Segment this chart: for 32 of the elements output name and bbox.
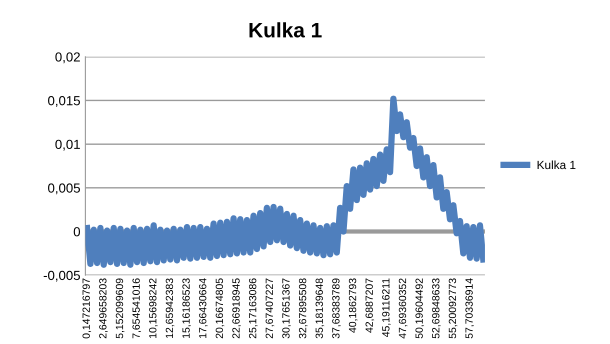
chart-title: Kulka 1 (250, 22, 322, 38)
x-tick-label: 50,19604492 (415, 278, 424, 338)
legend-label: Kulka 1 (538, 160, 576, 170)
x-tick-label: 37,68383789 (332, 278, 341, 338)
x-tick-label: 25,17163086 (248, 278, 258, 338)
x-tick-label: 47,69360352 (398, 278, 408, 339)
x-tick-label: 45,19116211 (382, 278, 391, 338)
x-tick-label: 5,152099609 (116, 278, 124, 338)
x-tick-label: 12,65942383 (166, 278, 174, 338)
x-tick-label: 52,69848633 (432, 278, 441, 338)
y-tick-label: 0,005 (48, 183, 80, 194)
x-tick-label: 57,70336914 (465, 278, 474, 338)
x-tick-label: 27,67407227 (266, 278, 274, 338)
x-tick-label: 22,66918945 (232, 278, 241, 338)
x-tick-label: 20,16674805 (216, 278, 224, 338)
y-tick-label: 0,015 (48, 96, 80, 107)
x-tick-label: 30,17651367 (282, 278, 291, 338)
x-tick-label: 15,16186523 (182, 278, 191, 338)
x-tick-label: 0,147216797 (82, 278, 92, 338)
x-tick-label: 40,1862793 (348, 278, 358, 333)
x-tick-label: 2,649658203 (99, 278, 108, 338)
y-tick-label: -0,005 (44, 270, 80, 282)
y-tick-label: 0,02 (55, 52, 80, 64)
x-tick-label: 10,15698242 (149, 278, 158, 338)
x-tick-label: 42,6887207 (366, 278, 374, 333)
x-tick-label: 55,20092773 (448, 278, 458, 338)
y-tick-label: 0 (74, 227, 80, 236)
x-tick-label: 35,18139648 (316, 278, 324, 338)
y-tick-label: 0,01 (55, 140, 80, 151)
x-tick-label: 17,66430664 (199, 278, 208, 338)
x-tick-label: 32,67895508 (298, 278, 308, 338)
x-tick-label: 7,654541016 (132, 278, 142, 338)
